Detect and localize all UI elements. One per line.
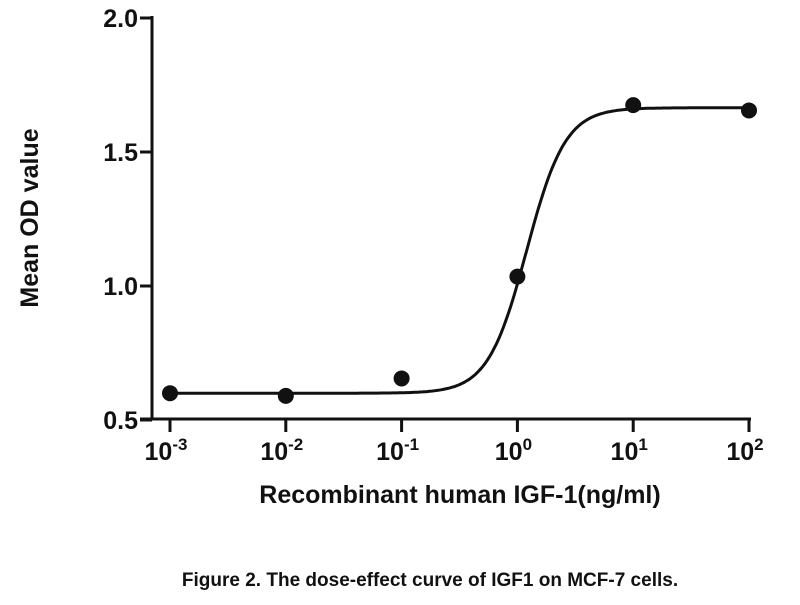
data-point: [277, 387, 294, 404]
data-point: [625, 97, 642, 114]
figure-caption: Figure 2. The dose-effect curve of IGF1 …: [182, 570, 678, 591]
y-tick-label: 0.5: [103, 407, 138, 435]
data-point: [509, 268, 526, 285]
data-point: [393, 370, 410, 387]
x-tick-label: 10-1: [376, 435, 419, 466]
x-tick-label: 10-2: [260, 435, 303, 466]
y-tick-label: 1.0: [103, 273, 138, 301]
y-tick-label: 2.0: [103, 5, 138, 33]
data-points: [162, 97, 757, 404]
x-tick-label: 10-3: [145, 435, 188, 466]
axes: 0.5 1.0 1.5 2.0 10-3 10-2 10-1 100 101 102: [103, 5, 763, 466]
y-tick-label: 1.5: [103, 139, 138, 167]
data-point: [162, 385, 178, 402]
x-tick-label: 102: [726, 435, 763, 466]
y-axis-label: Mean OD value: [16, 128, 44, 307]
x-axis-label: Recombinant human IGF-1(ng/ml): [259, 481, 660, 509]
x-tick-label: 101: [611, 435, 648, 466]
x-tick-label: 100: [495, 435, 532, 466]
fit-curve: [170, 106, 749, 395]
data-point: [741, 102, 757, 119]
